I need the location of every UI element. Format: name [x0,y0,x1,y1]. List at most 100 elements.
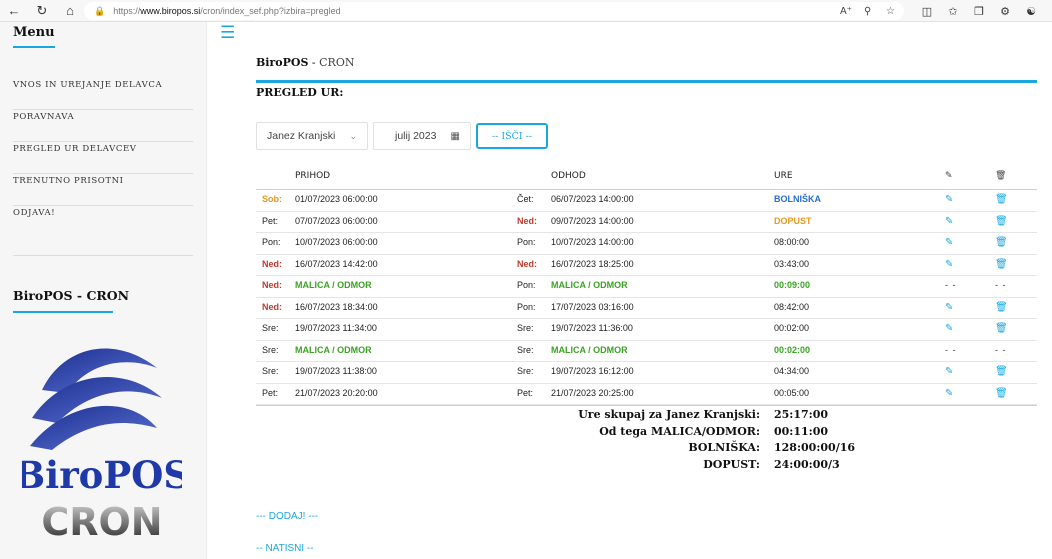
delete-trash-icon[interactable]: 🗑 [995,301,1008,313]
refresh-icon[interactable]: ↻ [36,2,48,18]
edit-pencil-icon[interactable]: ✎ [945,387,954,399]
odhod-cell: 19/07/2023 16:12:00 [551,366,634,376]
collections-icon[interactable]: ❐ [974,5,984,18]
edit-pencil-icon[interactable]: ✎ [945,258,954,270]
odhod-cell: 09/07/2023 14:00:00 [551,215,634,226]
delete-trash-icon[interactable]: 🗑 [995,215,1008,227]
edit-pencil-icon[interactable]: ✎ [945,237,954,248]
hamburger-icon[interactable]: ☰ [220,23,236,42]
ure-cell: DOPUST [774,215,812,226]
day-in: Ned: [262,280,282,290]
search-button[interactable]: -- IŠČI -- [476,123,548,149]
day-in: Ned: [262,258,282,269]
prihod-cell: 19/07/2023 11:34:00 [295,323,377,333]
ure-cell: 03:43:00 [774,258,810,269]
prihod-cell: 07/07/2023 06:00:00 [295,215,378,226]
table-end-rule [256,405,1037,406]
day-in: Ned: [262,301,282,312]
favorites-icon[interactable]: ✩ [948,5,958,18]
edit-pencil-icon[interactable]: ✎ [945,323,954,334]
edit-pencil-icon[interactable]: ✎ [945,194,954,205]
title-rule [256,80,1037,83]
delete-trash-icon[interactable]: 🗑 [995,194,1008,205]
day-out: Sre: [517,323,534,333]
delete-trash-icon[interactable]: 🗑 [995,258,1008,270]
extensions-icon[interactable]: ⚙ [1000,5,1010,18]
page-title-sep: - [308,56,320,69]
odhod-cell: MALICA / ODMOR [551,344,628,355]
calendar-icon[interactable]: ▦ [450,130,460,142]
ure-cell: 08:42:00 [774,301,810,312]
sidebar-item-prisotni[interactable]: TRENUTNO PRISOTNI [13,174,193,206]
menu-underline [13,46,55,48]
logo-text-cron: CRON [41,500,162,544]
profile-icon[interactable]: ☯ [1026,5,1036,18]
edit-pencil-icon[interactable]: ✎ [945,366,954,377]
biropos-logo: BiroPOS CRON [22,348,182,544]
delete-placeholder: - - [995,344,1007,355]
back-icon[interactable]: ← [7,3,21,18]
browser-toolbar: ← ↻ ⌂ 🔒 https://www.biropos.si/cron/inde… [0,0,1052,22]
sidebar-item-label: PORAVNAVA [13,112,75,122]
delete-placeholder: - - [995,280,1007,290]
day-in: Pet: [262,215,279,226]
month-input[interactable]: julij 2023 ▦ [373,122,471,150]
ure-cell: 04:34:00 [774,366,810,376]
edit-pencil-icon[interactable]: ✎ [945,301,954,313]
add-link[interactable]: --- DODAJ! --- [256,511,319,522]
delete-trash-icon[interactable]: 🗑 [995,366,1008,377]
prihod-cell: 16/07/2023 14:42:00 [295,258,378,269]
day-in: Sre: [262,366,279,376]
delete-trash-icon[interactable]: 🗑 [995,387,1008,399]
odhod-cell: 19/07/2023 11:36:00 [551,323,633,333]
employee-select-value: Janez Kranjski [267,130,336,142]
summary-break-value: 00:11:00 [774,424,829,438]
odhod-cell: MALICA / ODMOR [551,280,628,290]
column-header-odhod: ODHOD [551,171,586,181]
odhod-cell: 10/07/2023 14:00:00 [551,237,634,247]
summary-total-value: 25:17:00 [774,408,829,421]
ure-cell: 00:09:00 [774,280,811,290]
url-host: www.biropos.si [140,6,201,16]
sidebar-item-vnos[interactable]: VNOS IN UREJANJE DELAVCA [13,78,193,110]
table-row: Sre: 19/07/2023 11:34:00 Sre: 19/07/2023 11… [256,319,1037,341]
ure-cell: 00:02:00 [774,323,810,333]
ure-cell: 00:02:00 [774,344,811,355]
sidebar-item-poravnava[interactable]: PORAVNAVA [13,110,193,142]
edit-pencil-icon[interactable]: ✎ [945,215,954,227]
table-row: Ned: 16/07/2023 14:42:00 Ned: 16/07/2023 18… [256,255,1037,276]
ure-cell: 00:05:00 [774,387,810,398]
day-out: Pon: [517,280,536,290]
delete-trash-icon[interactable]: 🗑 [995,323,1008,334]
edit-placeholder: - - [945,280,957,290]
sidebar-item-pregled[interactable]: PREGLED UR DELAVCEV [13,142,193,174]
summary-total-label: Ure skupaj za Janez Kranjski: [578,408,760,421]
ure-cell: 08:00:00 [774,237,810,247]
table-row: Sob: 01/07/2023 06:00:00 Čet: 06/07/2023 14… [256,190,1037,212]
table-row: Sre: 19/07/2023 11:38:00 Sre: 19/07/2023 16… [256,362,1037,384]
favorite-star-icon[interactable]: ☆ [886,5,895,17]
page-title: BiroPOS - CRON [256,56,354,69]
sidebar-item-odjava[interactable]: ODJAVA! [13,206,193,238]
prihod-cell: MALICA / ODMOR [295,344,372,355]
split-screen-icon[interactable]: ◫ [921,5,933,18]
employee-select[interactable]: Janez Kranjski ⌄ [256,122,368,150]
day-out: Ned: [517,258,537,269]
summary-vacation-label: DOPUST: [703,457,760,471]
zoom-icon[interactable]: ⚲ [864,5,872,17]
menu-title: Menu [13,25,55,40]
home-icon[interactable]: ⌂ [66,3,74,18]
address-bar[interactable]: 🔒 https://www.biropos.si/cron/index_sef.… [84,2,904,20]
logo-text-biropos: BiroPOS [22,453,182,497]
table-row: Pon: 10/07/2023 06:00:00 Pon: 10/07/2023 14… [256,233,1037,255]
prihod-cell: MALICA / ODMOR [295,280,372,290]
read-aloud-icon[interactable]: A⁺ [840,5,852,17]
delete-trash-icon[interactable]: 🗑 [995,237,1008,248]
table-row: Ned: MALICA / ODMOR Pon: MALICA / ODMOR 00:0… [256,276,1037,298]
day-in: Pon: [262,237,281,247]
delete-header-icon: 🗑 [995,171,1007,181]
odhod-cell: 06/07/2023 14:00:00 [551,194,634,204]
day-out: Pet: [517,387,534,398]
print-link[interactable]: -- NATISNI -- [256,543,314,554]
day-in: Pet: [262,387,279,398]
